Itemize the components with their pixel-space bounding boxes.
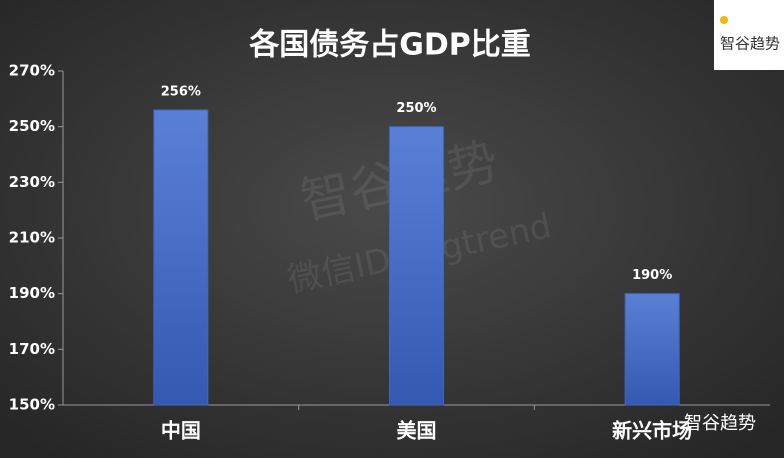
- value-label: 190%: [632, 268, 672, 283]
- bar: [624, 293, 680, 406]
- logo-text: 智谷趋势: [720, 35, 780, 53]
- x-tick-label: 美国: [397, 419, 437, 443]
- y-tick-label: 170%: [9, 340, 55, 358]
- logo-icon: [720, 16, 728, 24]
- bar: [389, 126, 444, 406]
- bar: [153, 109, 209, 406]
- x-tick-label: 中国: [161, 419, 201, 443]
- value-label: 250%: [396, 101, 436, 116]
- y-tick-label: 250%: [9, 117, 55, 135]
- y-tick-label: 270%: [9, 62, 55, 80]
- x-tick-label: 新兴市场: [612, 419, 692, 443]
- chart-title: 各国债务占GDP比重: [248, 28, 531, 63]
- y-tick-label: 230%: [9, 173, 55, 191]
- footer-watermark: 智谷趋势: [684, 413, 756, 434]
- logo-box: [714, 0, 784, 70]
- y-tick-label: 190%: [9, 284, 55, 302]
- y-tick-label: 210%: [9, 229, 55, 247]
- y-tick-label: 150%: [9, 396, 55, 414]
- value-label: 256%: [161, 84, 201, 99]
